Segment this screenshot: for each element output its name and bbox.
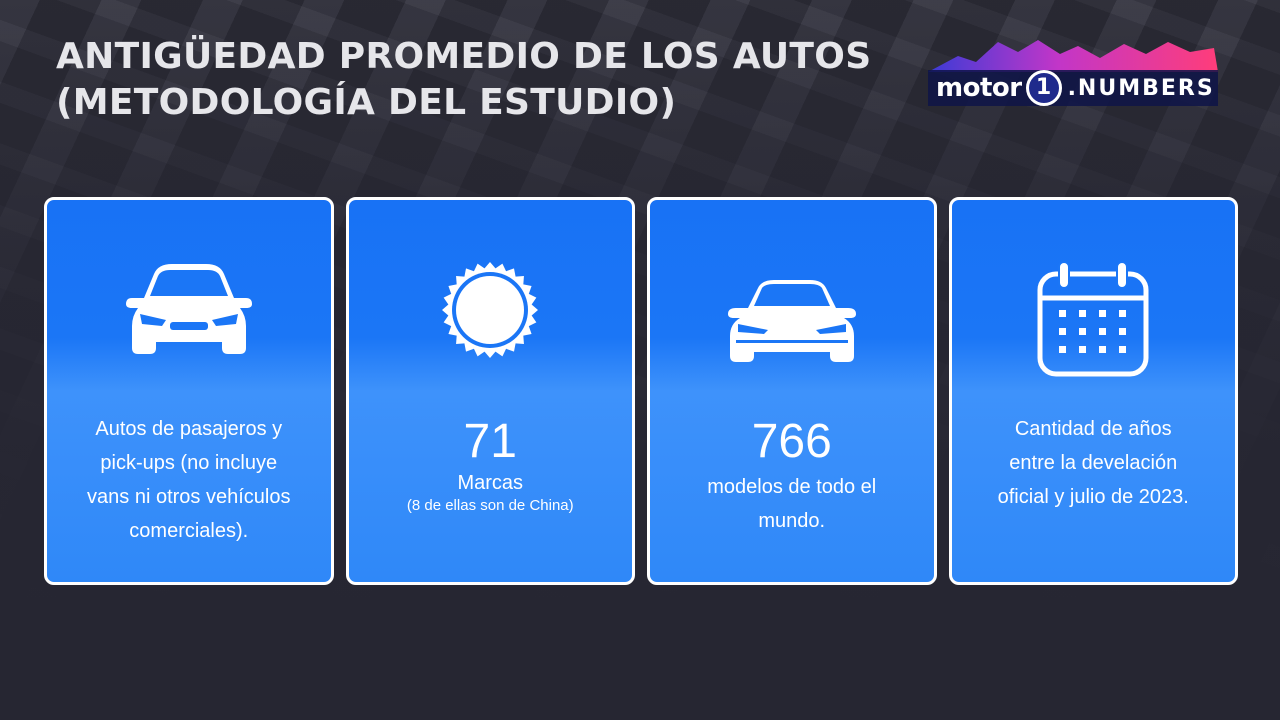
sedan-front-icon [650, 278, 934, 364]
card-1-line-1: Autos de pasajeros y [95, 418, 283, 440]
seal-badge-icon [349, 260, 633, 360]
car-front-icon [47, 260, 331, 356]
logo-word: motor [936, 73, 1022, 103]
calendar-icon [952, 260, 1236, 378]
card-years: Cantidad de años entre la develación ofi… [948, 197, 1238, 585]
card-4-line-1: Cantidad de años [1014, 418, 1172, 440]
info-cards: Autos de pasajeros y pick-ups (no incluy… [44, 197, 1238, 585]
brands-count: 71 [463, 415, 517, 468]
logo-numbers: .NUMBERS [1067, 75, 1215, 101]
card-4-line-3: oficial y julio de 2023. [997, 486, 1189, 508]
card-models: 766 modelos de todo el mundo. [647, 197, 937, 585]
card-1-line-3: vans ni otros vehículos [87, 486, 291, 508]
card-passenger-cars: Autos de pasajeros y pick-ups (no incluy… [44, 197, 334, 585]
brands-label: Marcas [457, 472, 524, 494]
mountain-graphic [928, 40, 1218, 106]
logo-badge: 1 [1025, 70, 1062, 106]
models-count: 766 [751, 415, 832, 468]
motor1-numbers-logo: motor 1 .NUMBERS [928, 36, 1220, 108]
card-1-line-2: pick-ups (no incluye [100, 452, 278, 474]
card-1-line-4: comerciales). [129, 520, 249, 542]
page-title: ANTIGÜEDAD PROMEDIO DE LOS AUTOS (METODO… [56, 34, 916, 126]
title-line-1: ANTIGÜEDAD PROMEDIO DE LOS AUTOS [56, 36, 872, 77]
card-3-line-1: modelos de todo el [707, 476, 877, 498]
brands-note: (8 de ellas son de China) [406, 497, 574, 514]
card-brands: 71 Marcas (8 de ellas son de China) [345, 197, 635, 585]
title-line-2: (METODOLOGÍA DEL ESTUDIO) [56, 82, 677, 123]
card-3-line-2: mundo. [758, 510, 826, 532]
card-4-line-2: entre la develación [1009, 452, 1178, 474]
